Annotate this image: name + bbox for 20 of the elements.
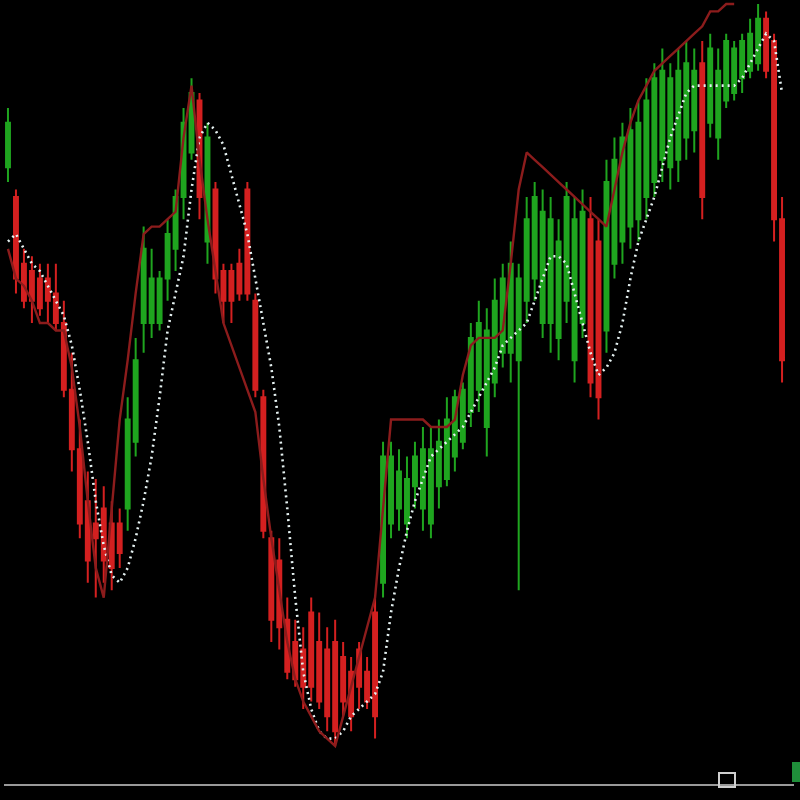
candlestick (372, 596, 379, 740)
candlestick (419, 425, 426, 532)
candlestick (92, 477, 99, 599)
candlestick (675, 47, 682, 184)
candlestick (691, 47, 698, 154)
candlestick (699, 40, 706, 221)
candlestick (396, 448, 402, 532)
candlestick (252, 292, 259, 399)
candlestick (755, 3, 762, 72)
candlestick (244, 181, 251, 302)
candlestick (5, 106, 11, 184)
candlestick (44, 262, 51, 325)
candlestick (308, 596, 315, 703)
candlestick (731, 40, 738, 102)
candlestick (140, 225, 147, 354)
candlestick (547, 195, 554, 354)
candlestick (36, 262, 43, 317)
candlestick (28, 255, 35, 325)
candlestick (332, 618, 339, 747)
candlestick (427, 425, 434, 540)
